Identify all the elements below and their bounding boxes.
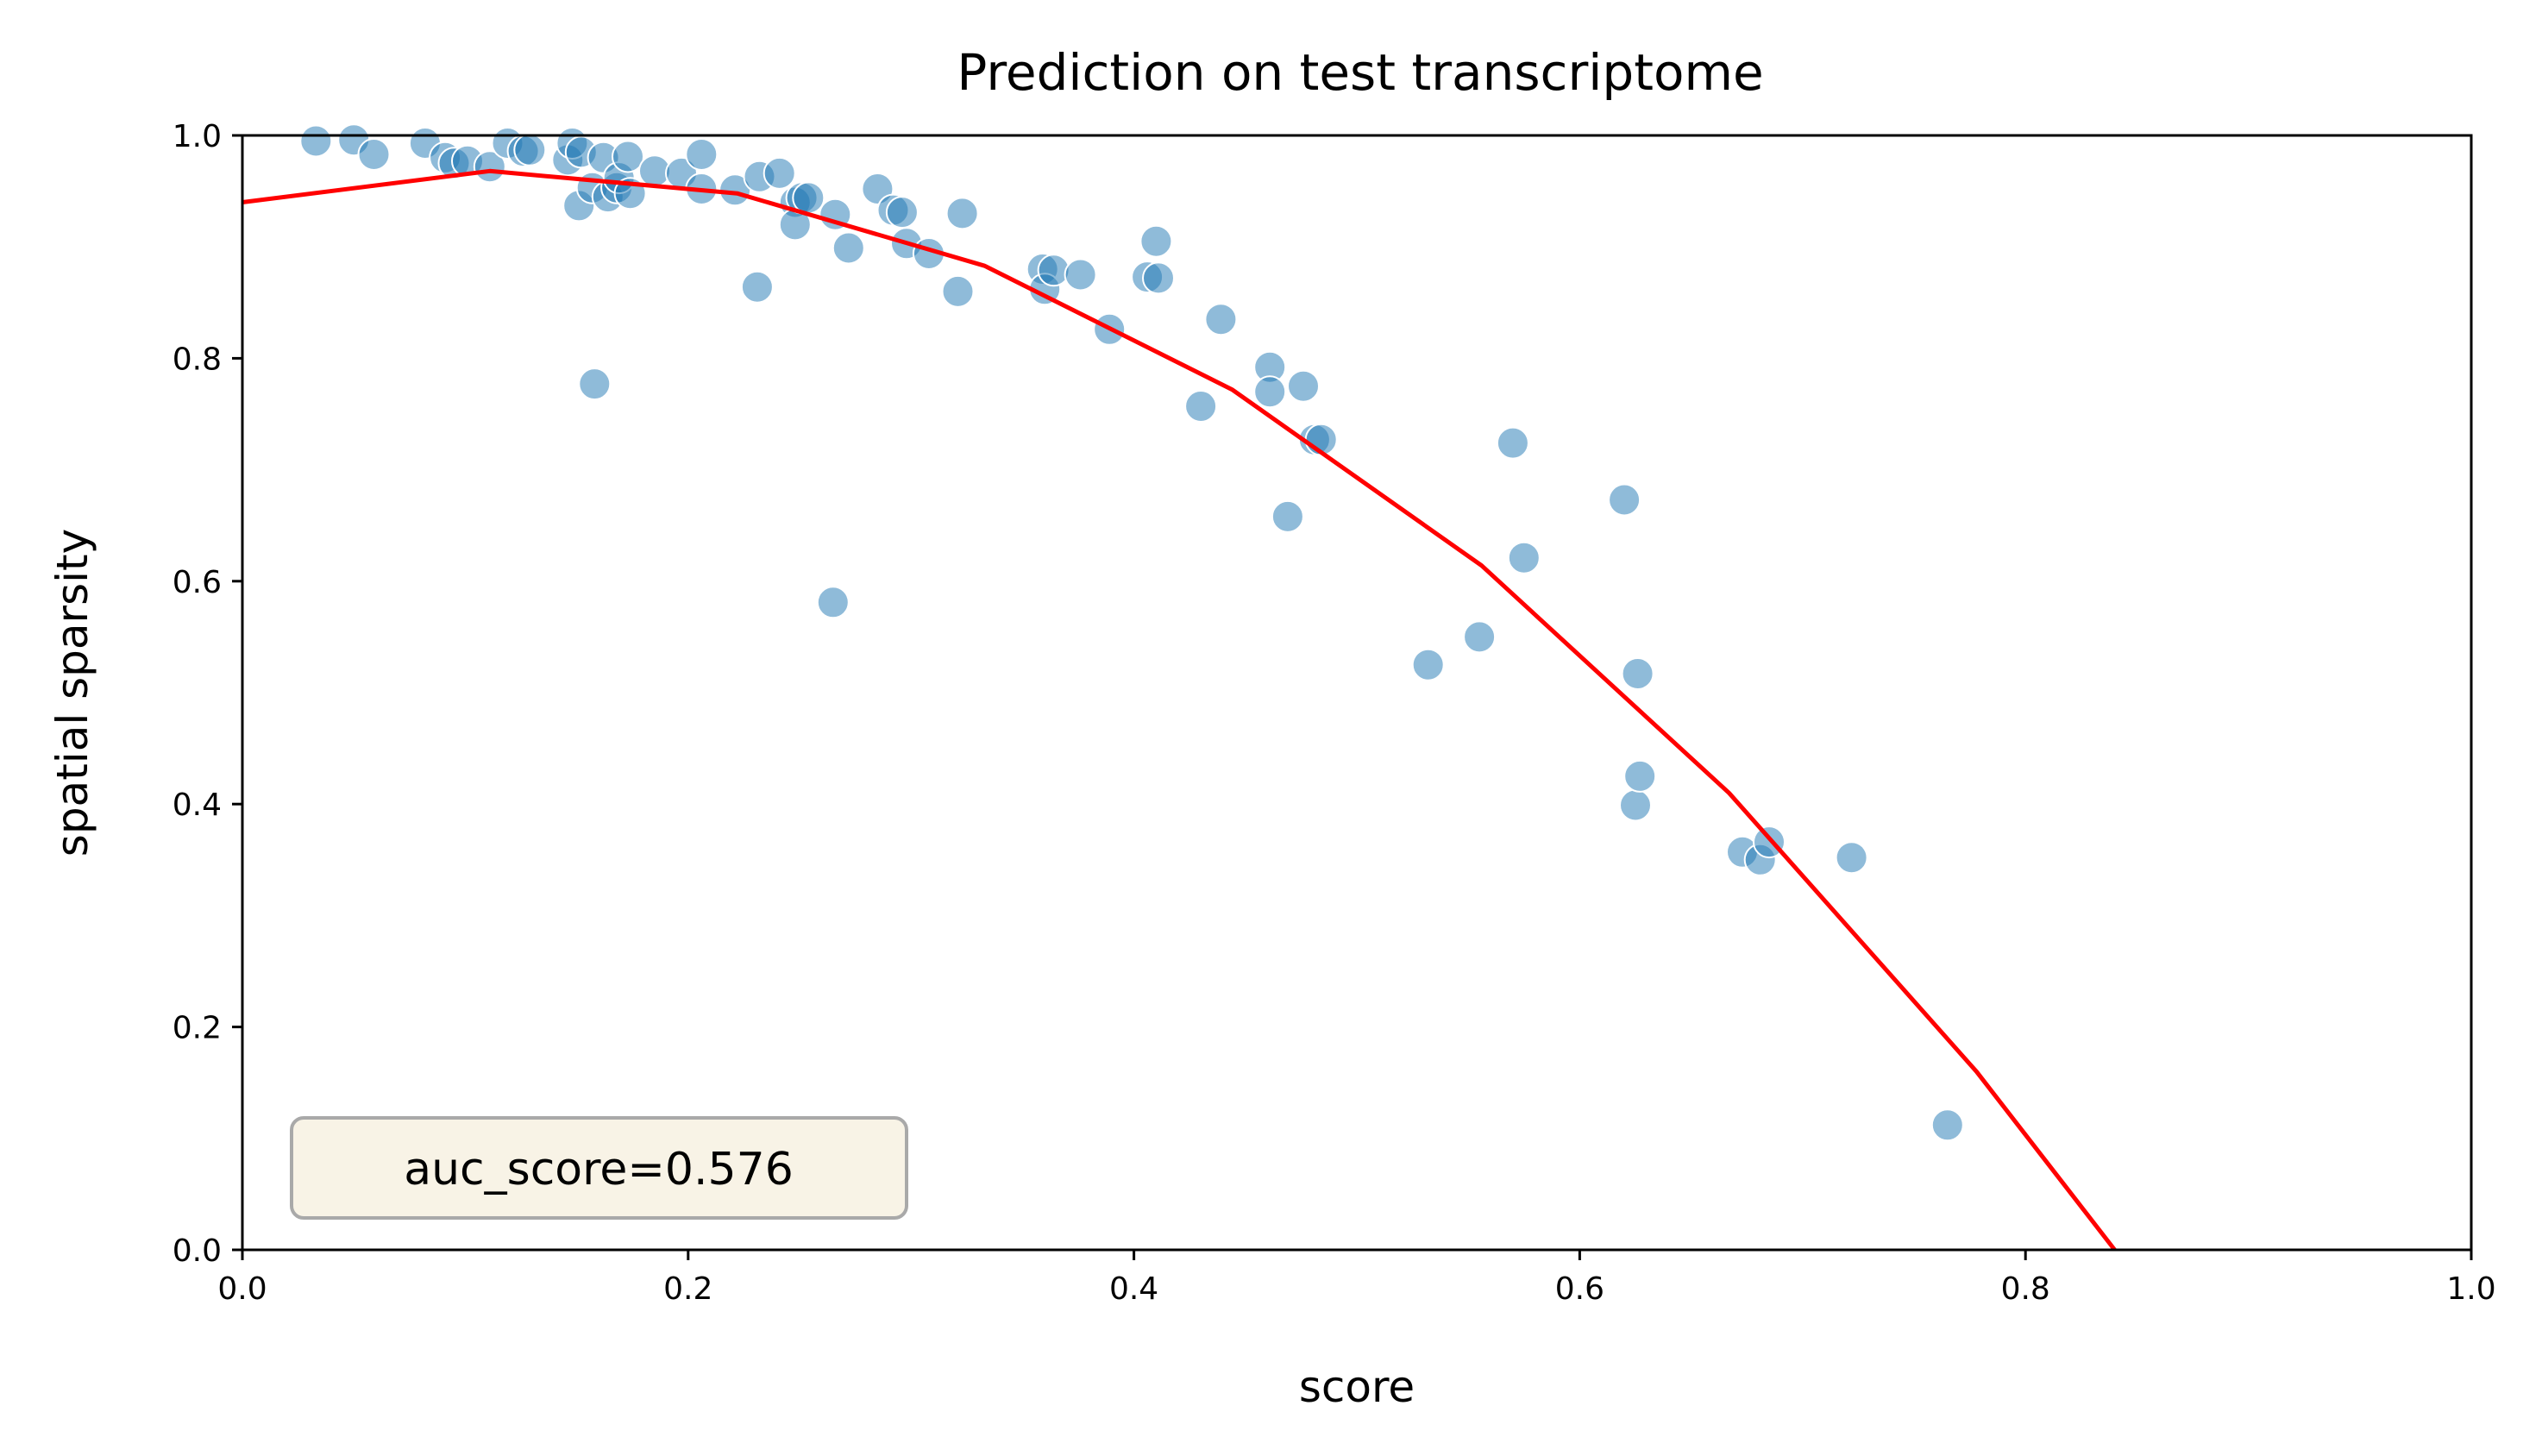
scatter-point-59 bbox=[1287, 369, 1320, 403]
scatter-point-1 bbox=[299, 124, 333, 158]
scatter-point-3 bbox=[357, 138, 391, 171]
auc-annotation-box bbox=[290, 1116, 908, 1220]
y-tick-label-6: 1.0 bbox=[173, 119, 222, 154]
scatter-point-36 bbox=[816, 586, 850, 619]
scatter-point-65 bbox=[1507, 541, 1541, 574]
x-axis: 0.0 0.2 0.4 0.6 0.8 1.0 bbox=[217, 1250, 2496, 1307]
scatter-point-57 bbox=[1253, 375, 1287, 409]
y-tick-label-3: 0.4 bbox=[173, 788, 222, 823]
x-tick-label-4: 0.6 bbox=[1555, 1271, 1604, 1307]
auc-annotation-text: auc_score=0.576 bbox=[404, 1144, 794, 1196]
scatter-point-38 bbox=[832, 231, 865, 265]
scatter-point-53 bbox=[1142, 261, 1175, 295]
y-axis-label: spatial sparsity bbox=[47, 529, 97, 857]
scatter-point-62 bbox=[1411, 648, 1445, 681]
y-axis: 0.0 0.2 0.4 0.6 0.8 1.0 bbox=[173, 119, 242, 1269]
scatter-point-66 bbox=[1608, 483, 1641, 517]
scatter-point-17 bbox=[578, 367, 612, 401]
scatter-point-58 bbox=[1271, 499, 1304, 533]
trend-line-series bbox=[242, 168, 2117, 1252]
x-tick-label-1: 0.0 bbox=[217, 1271, 267, 1307]
scatter-point-26 bbox=[685, 138, 719, 171]
scatter-point-74 bbox=[1930, 1108, 1964, 1142]
y-tick-label-5: 0.8 bbox=[173, 342, 222, 377]
auc-annotation: auc_score=0.576 bbox=[290, 1116, 908, 1220]
scatter-point-54 bbox=[1184, 390, 1218, 423]
scatter-point-49 bbox=[1064, 258, 1097, 292]
y-tick-label-2: 0.2 bbox=[173, 1011, 222, 1046]
scatter-point-29 bbox=[740, 270, 774, 304]
y-tick-label-4: 0.6 bbox=[173, 565, 222, 600]
scatter-point-44 bbox=[941, 274, 975, 308]
scatter-point-63 bbox=[1463, 620, 1497, 654]
scatter-point-52 bbox=[1139, 224, 1173, 258]
scatter-point-55 bbox=[1204, 303, 1238, 336]
scatter-point-68 bbox=[1621, 657, 1654, 690]
x-axis-label: score bbox=[1299, 1362, 1415, 1412]
scatter-point-67 bbox=[1619, 788, 1652, 822]
scatter-point-45 bbox=[945, 197, 979, 230]
scatter-point-69 bbox=[1623, 759, 1657, 793]
scatter-point-11 bbox=[513, 133, 547, 166]
scatter-point-22 bbox=[612, 140, 644, 173]
scatter-point-73 bbox=[1835, 841, 1868, 875]
scatter-point-8 bbox=[473, 150, 506, 184]
plot-frame bbox=[241, 134, 2473, 1252]
y-tick-label-1: 0.0 bbox=[173, 1233, 222, 1269]
scatter-point-48 bbox=[1037, 254, 1070, 287]
scatter-point-31 bbox=[763, 156, 796, 190]
scatter-point-64 bbox=[1496, 426, 1529, 460]
scatter-point-41 bbox=[885, 196, 919, 229]
x-tick-label-6: 1.0 bbox=[2446, 1271, 2495, 1307]
x-tick-label-5: 0.8 bbox=[2001, 1271, 2050, 1307]
chart-title: Prediction on test transcriptome bbox=[957, 43, 1763, 102]
x-tick-label-3: 0.4 bbox=[1109, 1271, 1158, 1307]
scatter-point-35 bbox=[792, 181, 825, 215]
trend-line bbox=[242, 168, 2117, 1252]
x-tick-label-2: 0.2 bbox=[663, 1271, 712, 1307]
